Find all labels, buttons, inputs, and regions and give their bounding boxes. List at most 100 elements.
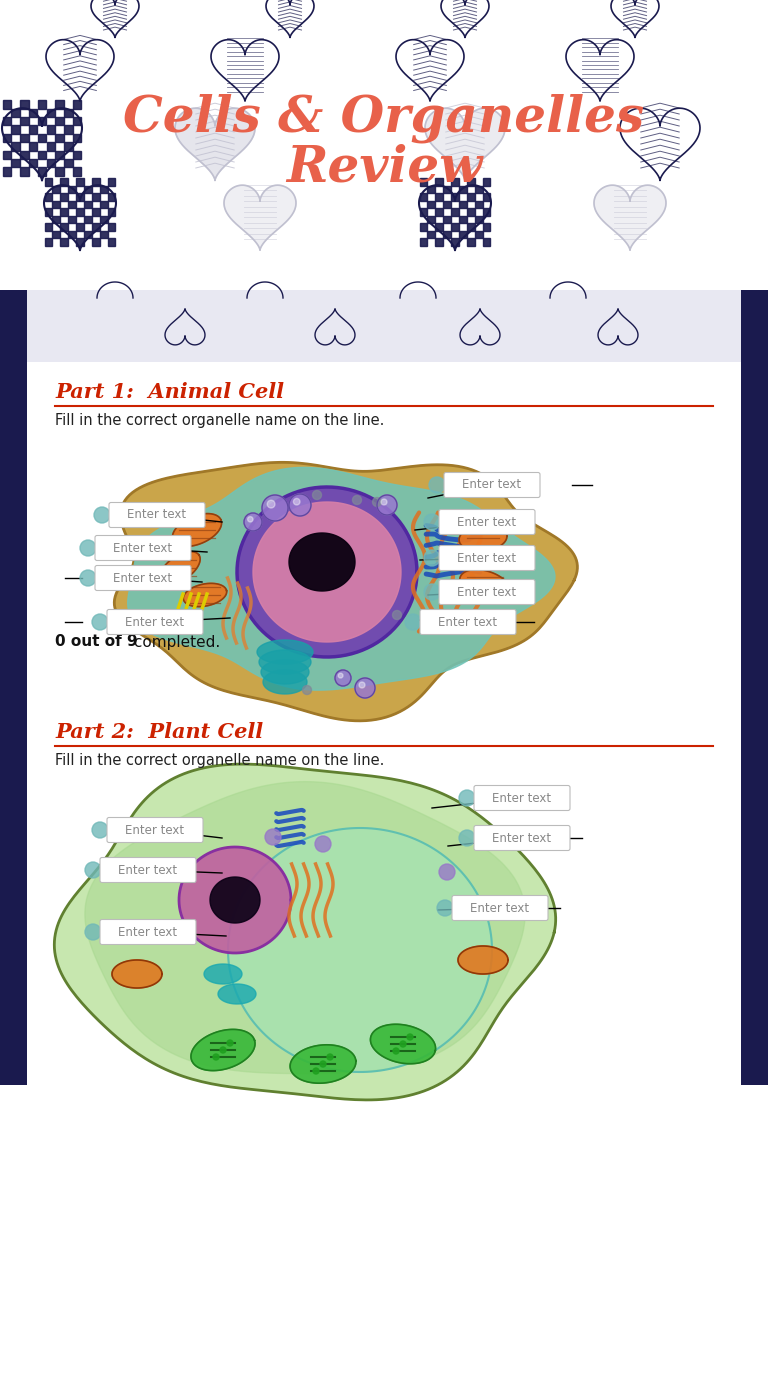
Text: Enter text: Enter text	[458, 585, 517, 599]
Text: Enter text: Enter text	[114, 541, 173, 555]
FancyBboxPatch shape	[95, 535, 191, 560]
FancyBboxPatch shape	[100, 857, 196, 882]
Text: Enter text: Enter text	[439, 615, 498, 628]
Polygon shape	[443, 200, 451, 208]
Circle shape	[405, 614, 421, 631]
Polygon shape	[44, 185, 116, 250]
Polygon shape	[76, 178, 84, 185]
Text: Enter text: Enter text	[462, 479, 521, 491]
Polygon shape	[61, 178, 68, 185]
Circle shape	[424, 551, 440, 566]
Polygon shape	[92, 239, 100, 246]
Text: Enter text: Enter text	[118, 926, 177, 938]
Polygon shape	[20, 101, 28, 109]
Bar	[741, 290, 768, 1085]
Polygon shape	[452, 239, 458, 246]
Text: Enter text: Enter text	[492, 792, 551, 805]
Circle shape	[315, 836, 331, 851]
Circle shape	[265, 829, 281, 845]
Polygon shape	[467, 178, 475, 185]
Polygon shape	[84, 200, 91, 208]
Circle shape	[393, 1047, 399, 1054]
Polygon shape	[47, 159, 55, 167]
Polygon shape	[52, 200, 60, 208]
Polygon shape	[257, 640, 313, 664]
Bar	[0, 290, 768, 362]
Polygon shape	[483, 193, 491, 200]
Polygon shape	[45, 224, 52, 230]
Text: Enter text: Enter text	[118, 864, 177, 876]
Text: Enter text: Enter text	[458, 516, 517, 529]
Polygon shape	[92, 224, 100, 230]
Text: Review: Review	[286, 144, 482, 192]
Circle shape	[392, 610, 402, 620]
Circle shape	[313, 490, 322, 500]
Polygon shape	[483, 239, 491, 246]
Text: Enter text: Enter text	[492, 832, 551, 845]
Polygon shape	[12, 159, 20, 167]
Polygon shape	[460, 570, 510, 600]
Circle shape	[459, 789, 475, 806]
Polygon shape	[428, 185, 435, 193]
Polygon shape	[55, 167, 64, 175]
Polygon shape	[47, 109, 55, 117]
Text: completed.: completed.	[129, 635, 220, 650]
Polygon shape	[73, 134, 81, 142]
Polygon shape	[459, 524, 507, 551]
Polygon shape	[100, 200, 108, 208]
Polygon shape	[92, 178, 100, 185]
Polygon shape	[84, 215, 91, 224]
Polygon shape	[191, 1029, 255, 1071]
Polygon shape	[467, 208, 475, 215]
Polygon shape	[475, 185, 482, 193]
Polygon shape	[435, 193, 443, 200]
Polygon shape	[435, 224, 443, 230]
Polygon shape	[61, 224, 68, 230]
Polygon shape	[68, 185, 76, 193]
Polygon shape	[452, 178, 458, 185]
Circle shape	[359, 682, 365, 689]
Polygon shape	[224, 185, 296, 250]
Polygon shape	[84, 185, 91, 193]
Polygon shape	[475, 230, 482, 239]
Polygon shape	[76, 193, 84, 200]
Polygon shape	[259, 650, 311, 673]
Circle shape	[92, 614, 108, 631]
Polygon shape	[65, 159, 73, 167]
Circle shape	[377, 495, 397, 515]
Polygon shape	[290, 1045, 356, 1083]
Polygon shape	[160, 552, 200, 584]
Polygon shape	[45, 193, 52, 200]
FancyBboxPatch shape	[439, 509, 535, 534]
Polygon shape	[29, 159, 38, 167]
Polygon shape	[459, 215, 467, 224]
Polygon shape	[261, 660, 309, 684]
Polygon shape	[2, 134, 11, 142]
Polygon shape	[443, 230, 451, 239]
Polygon shape	[210, 878, 260, 923]
Circle shape	[372, 498, 382, 506]
Polygon shape	[179, 847, 291, 954]
Polygon shape	[459, 200, 467, 208]
Circle shape	[303, 686, 312, 694]
Polygon shape	[108, 239, 115, 246]
Polygon shape	[467, 193, 475, 200]
Circle shape	[459, 829, 475, 846]
Polygon shape	[68, 200, 76, 208]
Polygon shape	[483, 208, 491, 215]
Polygon shape	[2, 167, 11, 175]
Polygon shape	[12, 126, 20, 134]
Polygon shape	[29, 126, 38, 134]
FancyBboxPatch shape	[474, 785, 570, 810]
Text: Enter text: Enter text	[458, 552, 517, 564]
Bar	[28, 362, 740, 1085]
Text: Enter text: Enter text	[125, 615, 184, 628]
Polygon shape	[458, 947, 508, 974]
Circle shape	[327, 1054, 333, 1060]
Polygon shape	[20, 167, 28, 175]
FancyBboxPatch shape	[107, 610, 203, 635]
Text: Enter text: Enter text	[114, 571, 173, 585]
Circle shape	[407, 1034, 413, 1041]
Bar	[0, 0, 768, 290]
Bar	[0, 290, 27, 1085]
